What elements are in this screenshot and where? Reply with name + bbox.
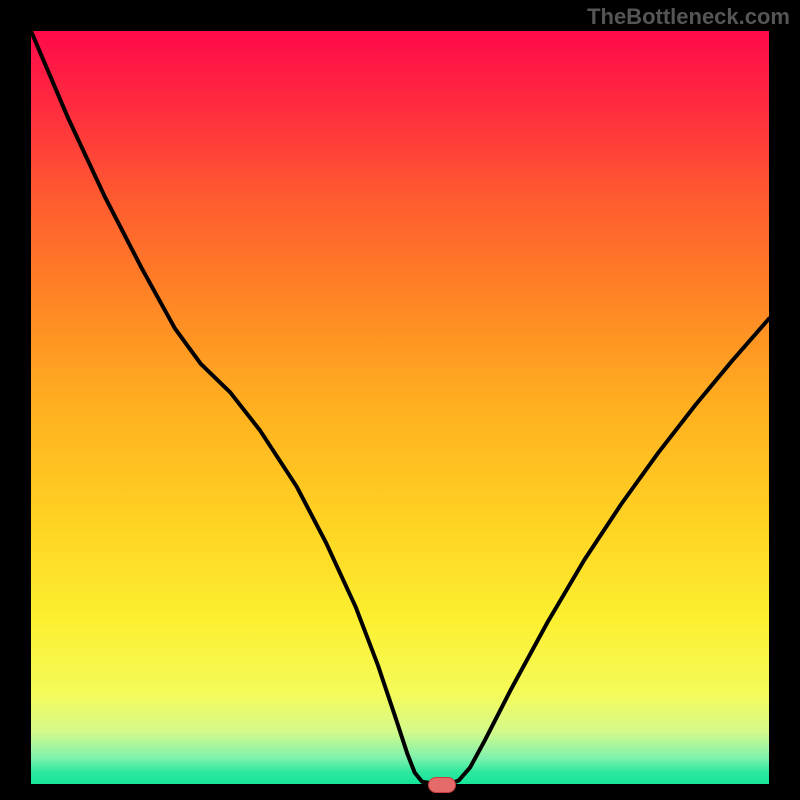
watermark-text: TheBottleneck.com [587, 4, 790, 30]
optimal-marker [428, 777, 456, 793]
chart-container: TheBottleneck.com [0, 0, 800, 800]
plot-area [31, 31, 769, 784]
bottleneck-curve [31, 31, 769, 784]
